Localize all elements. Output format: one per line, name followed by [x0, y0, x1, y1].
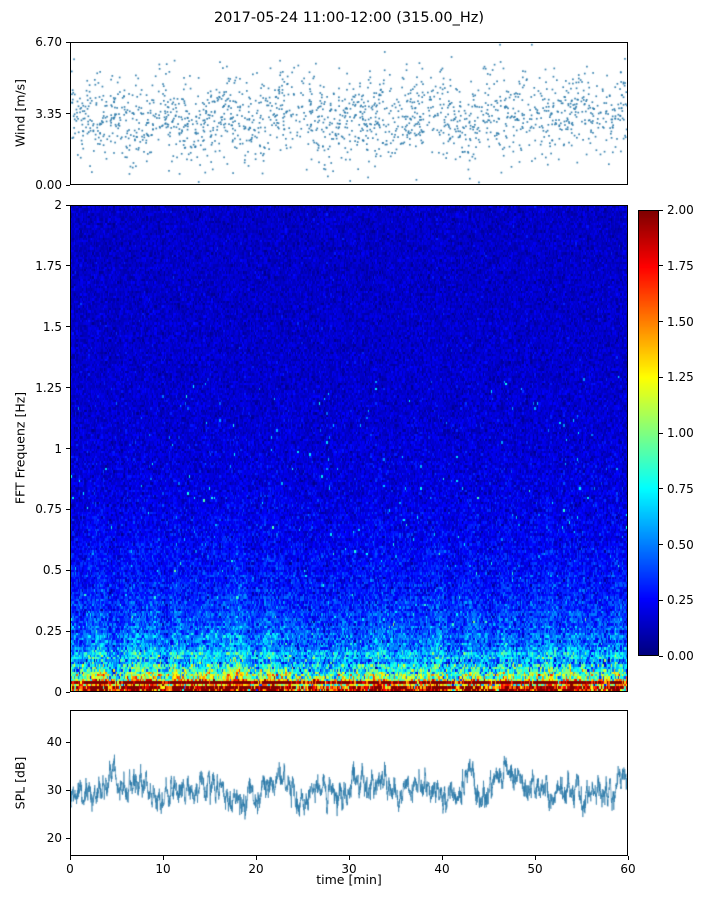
- x-tick-mark: [534, 856, 536, 860]
- y-tick-mark: [66, 691, 70, 693]
- colorbar-tick-mark: [659, 599, 663, 601]
- x-tick-label: 30: [341, 862, 357, 876]
- y-tick-label: 1.75: [35, 258, 62, 273]
- figure-title: 2017-05-24 11:00-12:00 (315.00_Hz): [213, 10, 485, 26]
- y-tick-label: 6.70: [35, 35, 62, 49]
- x-tick-mark: [627, 856, 629, 860]
- x-tick-mark: [162, 856, 164, 860]
- y-tick-mark: [66, 448, 70, 449]
- colorbar-tick-label: 1.00: [667, 426, 694, 440]
- x-tick-mark: [255, 856, 257, 860]
- colorbar-tick-label: 0.00: [667, 649, 694, 663]
- x-tick-label: 20: [248, 862, 264, 876]
- y-tick-mark: [66, 741, 70, 743]
- y-tick-label: 2: [54, 198, 62, 212]
- colorbar-tick-label: 1.75: [667, 258, 694, 273]
- colorbar-tick-label: 2.00: [667, 203, 694, 217]
- y-tick-mark: [66, 569, 70, 571]
- spl-ylabel: SPL [dB]: [12, 756, 28, 810]
- x-tick-label: 50: [527, 862, 543, 876]
- y-tick-mark: [66, 265, 70, 267]
- y-tick-mark: [66, 630, 70, 632]
- colorbar-tick-label: 0.50: [667, 537, 694, 552]
- y-tick-label: 1.25: [35, 380, 62, 395]
- colorbar-tick-mark: [659, 209, 663, 211]
- y-tick-label: 20: [46, 831, 62, 846]
- colorbar-tick-mark: [659, 544, 663, 545]
- y-tick-label: 30: [46, 783, 62, 798]
- y-tick-mark: [66, 113, 70, 114]
- x-tick-mark: [69, 856, 71, 860]
- x-tick-label: 60: [620, 862, 636, 876]
- wind-ylabel: Wind [m/s]: [12, 78, 28, 148]
- y-tick-mark: [66, 789, 70, 791]
- y-tick-mark: [66, 41, 70, 43]
- colorbar: [638, 210, 659, 656]
- spectrogram-canvas: [71, 206, 627, 691]
- colorbar-tick-label: 0.75: [667, 481, 694, 496]
- y-tick-mark: [66, 204, 70, 206]
- colorbar-tick-mark: [659, 488, 663, 490]
- y-tick-label: 0.25: [35, 624, 62, 639]
- colorbar-tick-mark: [659, 376, 663, 378]
- x-tick-label: 10: [155, 862, 171, 876]
- y-tick-label: 0.5: [42, 563, 62, 578]
- colorbar-tick-label: 0.25: [667, 593, 694, 608]
- y-tick-label: 0.00: [35, 178, 62, 192]
- colorbar-tick-mark: [659, 321, 663, 322]
- y-tick-mark: [66, 326, 70, 328]
- colorbar-tick-mark: [659, 265, 663, 267]
- y-tick-mark: [66, 387, 70, 389]
- y-tick-label: 0: [54, 685, 62, 699]
- y-tick-mark: [66, 837, 70, 839]
- x-tick-mark: [441, 856, 443, 860]
- wind-axes: [70, 42, 628, 185]
- time-xlabel: time [min]: [316, 872, 382, 887]
- y-tick-label: 1: [54, 441, 62, 456]
- y-tick-mark: [66, 508, 70, 510]
- spectrogram-axes: [70, 205, 628, 692]
- x-tick-label: 0: [66, 862, 74, 876]
- colorbar-tick-label: 1.50: [667, 314, 694, 329]
- x-tick-mark: [348, 856, 350, 860]
- colorbar-canvas: [639, 211, 658, 655]
- y-tick-label: 1.5: [42, 319, 62, 334]
- x-tick-label: 40: [434, 862, 450, 876]
- colorbar-tick-label: 1.25: [667, 370, 694, 385]
- colorbar-tick-mark: [659, 655, 663, 657]
- spectrogram-ylabel: FFT Frequenz [Hz]: [12, 391, 28, 505]
- y-tick-label: 40: [46, 735, 62, 750]
- y-tick-mark: [66, 184, 70, 186]
- spl-axes: [70, 710, 628, 856]
- spl-line-canvas: [71, 711, 627, 855]
- y-tick-label: 0.75: [35, 502, 62, 517]
- y-tick-label: 3.35: [35, 106, 62, 121]
- wind-scatter-canvas: [71, 43, 627, 184]
- colorbar-tick-mark: [659, 432, 663, 434]
